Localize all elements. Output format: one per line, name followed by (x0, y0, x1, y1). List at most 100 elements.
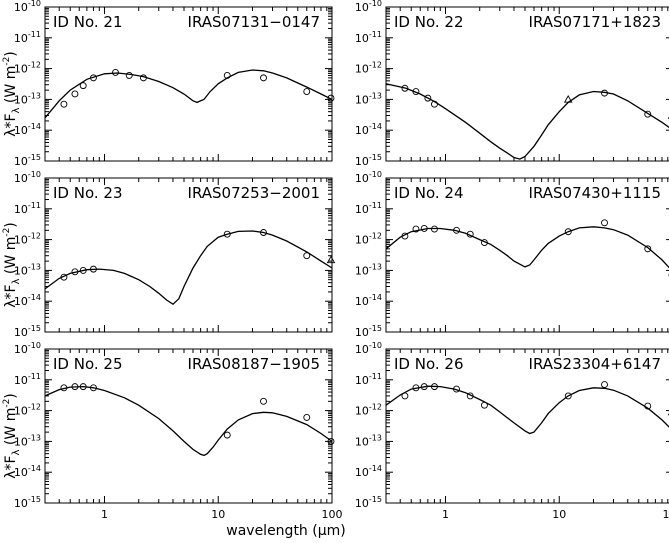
panel-id-label: ID No. 25 (53, 355, 123, 373)
photometry-point (223, 431, 231, 439)
sed-panel-3: 10-15 10-14 10-13 10-12 10-11 10-10 ID No. 23 I… (14, 170, 336, 339)
y-tick-label: 10-13 (355, 91, 382, 106)
y-tick-label: 10-15 (14, 153, 41, 168)
y-tick-label: 10-13 (14, 433, 41, 448)
x-tick-label: 10 (211, 508, 225, 521)
y-axis-title-row-1: λ*Fλ (W m-2) (2, 51, 22, 137)
photometry-point (564, 392, 572, 400)
photometry-point (644, 110, 652, 118)
upper-limit-triangle (326, 255, 336, 264)
photometry-point (327, 437, 335, 445)
panel-iras-label: IRAS07253−2001 (188, 184, 320, 202)
x-tick-label: 10 (552, 508, 566, 521)
y-tick-label: 10-13 (355, 433, 382, 448)
panel-id-label: ID No. 24 (394, 184, 464, 202)
photometry-point (90, 265, 97, 273)
photometry-point (303, 88, 311, 95)
x-axis-title: wavelength (µm) (226, 523, 345, 539)
photometry-point (223, 71, 231, 79)
photometry-point (401, 232, 409, 240)
photometry-point (453, 385, 460, 393)
y-tick-label: 10-13 (355, 262, 382, 277)
photometry-point (71, 383, 79, 391)
y-tick-label: 10-15 (355, 153, 382, 168)
y-tick-label: 10-11 (14, 30, 41, 45)
panel-id-label: ID No. 23 (53, 184, 123, 202)
photometry-point (564, 228, 572, 236)
sed-panel-1: 10-15 10-14 10-13 10-12 10-11 10-10 ID No. 21 I… (14, 0, 335, 168)
y-tick-label: 10-13 (14, 262, 41, 277)
panel-iras-label: IRAS07171+1823 (529, 13, 661, 31)
y-tick-label: 10-11 (14, 201, 41, 216)
sed-model-curve (385, 83, 669, 160)
photometry-point (644, 402, 652, 410)
panels-layer: 10-15 10-14 10-13 10-12 10-11 10-10 ID No. 21 I… (14, 0, 669, 521)
photometry-point (401, 392, 409, 400)
panel-id-label: ID No. 21 (53, 13, 123, 31)
photometry-point (480, 239, 488, 247)
y-tick-label: 10-10 (355, 0, 382, 14)
photometry-point (431, 100, 438, 108)
y-tick-label: 10-11 (14, 372, 41, 387)
photometry-point (71, 268, 79, 276)
y-tick-label: 10-15 (14, 495, 41, 510)
y-tick-label: 10-11 (355, 372, 382, 387)
photometry-point (79, 82, 87, 90)
y-tick-label: 10-10 (14, 0, 41, 14)
y-tick-label: 10-10 (14, 341, 41, 356)
y-tick-label: 10-11 (355, 30, 382, 45)
photometry-point (125, 71, 133, 79)
photometry-point (90, 384, 97, 392)
panel-frame (385, 177, 669, 333)
panel-frame (385, 348, 669, 504)
y-tick-label: 10-14 (355, 122, 382, 137)
panel-iras-label: IRAS23304+6147 (529, 355, 661, 373)
photometry-point (601, 219, 608, 227)
y-tick-label: 10-15 (14, 324, 41, 339)
photometry-point (431, 383, 438, 391)
y-tick-label: 10-14 (14, 464, 41, 479)
photometry-point (90, 74, 97, 82)
y-tick-label: 10-14 (355, 293, 382, 308)
photometry-point (223, 230, 231, 238)
photometry-point (431, 225, 438, 233)
photometry-point (601, 381, 608, 389)
panel-id-label: ID No. 22 (394, 13, 464, 31)
photometry-point (420, 383, 428, 391)
photometry-point (71, 90, 79, 98)
x-tick-label: 100 (663, 508, 669, 521)
sed-panel-6: 10-15 10-14 10-13 10-12 10-11 10-10 1 10 100 ID N… (355, 341, 669, 521)
x-tick-label: 100 (322, 508, 343, 521)
y-axis-title-row-3: λ*Fλ (W m-2) (2, 393, 22, 479)
photometry-point (303, 252, 311, 260)
photometry-point (644, 245, 652, 253)
y-tick-label: 10-14 (14, 122, 41, 137)
y-tick-label: 10-12 (14, 403, 41, 418)
upper-limit-triangle (563, 94, 573, 103)
photometry-point (303, 413, 311, 421)
panel-iras-label: IRAS07430+1115 (529, 184, 661, 202)
sed-model-curve (385, 226, 669, 269)
photometry-point (327, 94, 335, 102)
photometry-point (420, 225, 428, 232)
sed-model-curve (44, 385, 333, 457)
photometry-point (453, 226, 460, 234)
photometry-point (466, 392, 474, 400)
y-tick-label: 10-12 (14, 61, 41, 76)
sed-panel-2: 10-15 10-14 10-13 10-12 10-11 10-10 ID No. 22 I… (355, 0, 669, 168)
panel-iras-label: IRAS07131−0147 (188, 13, 320, 31)
photometry-point (60, 384, 68, 392)
y-tick-label: 10-13 (14, 91, 41, 106)
sed-model-curve (44, 230, 333, 306)
photometry-point (401, 84, 409, 92)
y-tick-label: 10-14 (14, 293, 41, 308)
y-tick-label: 10-14 (355, 464, 382, 479)
photometry-point (260, 229, 267, 236)
y-tick-label: 10-15 (355, 324, 382, 339)
photometry-point (60, 100, 68, 108)
photometry-point (424, 94, 432, 102)
panel-id-label: ID No. 26 (394, 355, 464, 373)
y-tick-label: 10-11 (355, 201, 382, 216)
y-tick-label: 10-10 (355, 170, 382, 185)
